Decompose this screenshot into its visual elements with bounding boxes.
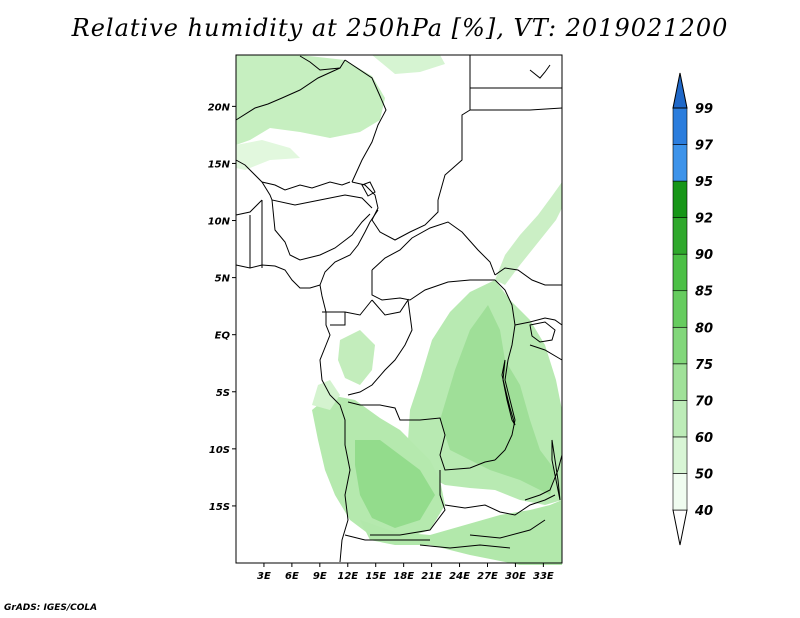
- lon-tick-label: 30E: [505, 571, 526, 582]
- shading-region-northwest: [236, 55, 385, 145]
- border-algeria-libya: [299, 55, 346, 71]
- shading-region-northwest-light: [236, 140, 300, 170]
- colorbar-swatch: [672, 180, 688, 218]
- colorbar-bottom-arrow: [672, 509, 688, 546]
- nile-coast-north: [529, 64, 551, 79]
- colorbar-level-label: 92: [695, 212, 713, 227]
- lat-tick-label: 5S: [216, 388, 230, 399]
- border-zambia-south: [444, 494, 556, 516]
- lon-tick-label: 21E: [421, 571, 442, 582]
- credit-text: GrADS: IGES/COLA: [4, 603, 98, 613]
- lake-victoria: [529, 321, 556, 343]
- colorbar-swatch: [672, 253, 688, 292]
- border-car-south: [371, 270, 495, 301]
- border-cameroon: [319, 209, 379, 286]
- colorbar-level-label: 70: [695, 394, 713, 409]
- lon-tick-label: 27E: [477, 571, 498, 582]
- border-sudan-east: [470, 107, 563, 111]
- colorbar-level-label: 75: [695, 358, 713, 373]
- shading-region-angola-core: [355, 440, 435, 528]
- map-title: Relative humidity at 250hPa [%], VT: 201…: [71, 14, 729, 42]
- border-drc-east: [494, 279, 516, 461]
- shading-region-west-coast: [312, 380, 340, 410]
- colorbar-swatch: [672, 363, 688, 401]
- lon-tick-label: 15E: [365, 571, 386, 582]
- lake-malawi: [551, 439, 561, 501]
- shading-region-gabon: [338, 330, 375, 385]
- border-mozambique: [524, 454, 563, 501]
- colorbar-swatch: [672, 400, 688, 438]
- border-algeria-niger: [235, 67, 341, 121]
- colorbar-swatch: [672, 290, 688, 328]
- border-nigeria: [271, 199, 371, 261]
- shading-region-south: [360, 500, 562, 565]
- colorbar-swatch: [672, 326, 688, 365]
- border-mali-niger: [235, 159, 351, 191]
- lat-tick-label: 20N: [208, 102, 231, 113]
- colorbar-level-label: 40: [694, 504, 713, 519]
- lake-tanganyika: [501, 359, 516, 426]
- colorbar-level-label: 50: [695, 467, 713, 482]
- lake-chad: [361, 181, 376, 197]
- border-kenya-tanzania: [529, 344, 563, 361]
- lat-tick-label: EQ: [215, 331, 231, 342]
- colorbar-swatch: [672, 217, 688, 255]
- colorbar-level-label: 60: [695, 431, 713, 446]
- lon-tick-label: 12E: [337, 571, 358, 582]
- border-burkina: [235, 199, 263, 216]
- border-uganda: [514, 317, 563, 326]
- lat-tick-label: 15N: [208, 159, 231, 170]
- country-borders: [235, 55, 563, 563]
- lat-tick-label: 10N: [208, 217, 231, 228]
- colorbar-level-label: 90: [695, 248, 713, 263]
- border-libya-chad: [344, 59, 387, 183]
- border-niger-nigeria: [261, 181, 373, 209]
- border-namibia: [344, 534, 430, 541]
- shading-region-northeast-band: [495, 182, 562, 285]
- colorbar-swatch: [672, 436, 688, 474]
- lat-tick-label: 10S: [209, 445, 230, 456]
- colorbar-level-label: 85: [695, 285, 713, 300]
- colorbar-level-label: 95: [695, 175, 713, 190]
- lat-tick-label: 5N: [215, 274, 231, 285]
- colorbar-level-label: 99: [695, 102, 713, 117]
- colorbar-swatch: [672, 144, 688, 182]
- coastline-west-africa: [235, 264, 351, 563]
- colorbar: 40 50 60 70 75 80 85 90 92 95 97 99: [672, 72, 714, 546]
- border-angola-zambia: [370, 470, 446, 536]
- border-cameroon-congo: [322, 299, 373, 316]
- lon-tick-label: 3E: [257, 571, 271, 582]
- colorbar-level-label: 97: [695, 139, 714, 154]
- lon-tick-label: 18E: [393, 571, 414, 582]
- border-chad-sudan: [351, 181, 439, 241]
- colorbar-top-arrow: [672, 72, 688, 109]
- lon-tick-label: 33E: [533, 571, 554, 582]
- lon-tick-label: 6E: [285, 571, 299, 582]
- border-south-sudan: [494, 267, 562, 286]
- lon-tick-label: 9E: [313, 571, 327, 582]
- latitude-axis: 20N 15N 10N 5N EQ 5S 10S 15S: [208, 102, 236, 513]
- colorbar-swatch: [672, 107, 688, 145]
- shading-region-congo-core: [440, 305, 555, 495]
- border-gabon: [330, 312, 346, 326]
- lat-tick-label: 15S: [209, 502, 230, 513]
- border-congo-drc: [347, 298, 413, 396]
- longitude-axis: 3E 6E 9E 12E 15E 18E 21E 24E 27E 30E 33E: [257, 563, 554, 582]
- border-drc-angola: [347, 401, 496, 471]
- colorbar-level-label: 80: [695, 321, 713, 336]
- colorbar-swatch: [672, 473, 688, 511]
- border-libya-egypt: [437, 55, 471, 201]
- border-zimbabwe: [469, 519, 546, 539]
- humidity-shading: [236, 55, 562, 565]
- map-frame: [235, 54, 563, 564]
- shading-region-sahara-north: [372, 55, 445, 74]
- border-south-africa: [419, 544, 511, 549]
- lon-tick-label: 24E: [449, 571, 470, 582]
- border-car-north: [371, 221, 496, 276]
